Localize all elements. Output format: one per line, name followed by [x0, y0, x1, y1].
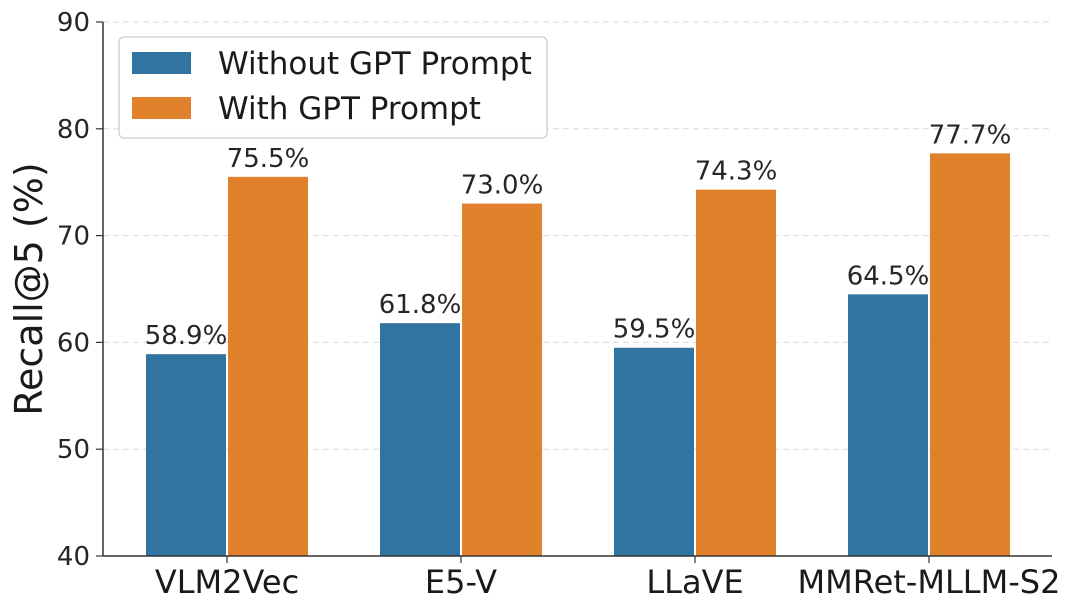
legend-swatch-without-gpt [132, 52, 191, 74]
y-tick-label: 40 [57, 542, 90, 572]
legend-frame [118, 36, 548, 139]
x-tick-label: E5-V [425, 563, 497, 601]
y-axis-title: Recall@5 (%) [7, 162, 51, 415]
y-tick-label: 90 [57, 8, 90, 38]
legend-label-with-gpt: With GPT Prompt [218, 91, 481, 127]
value-labels: 58.9% 75.5% 61.8% 73.0% 59.5% 74.3% 64.5% 77.7% [145, 120, 1012, 351]
bars [146, 153, 1010, 557]
value-label: 61.8% [379, 290, 462, 320]
legend-swatch-with-gpt [132, 97, 191, 119]
value-label: 58.9% [145, 321, 228, 351]
y-tick-label: 80 [57, 115, 90, 145]
bar-without-gpt-mmret-mllm-s2 [848, 294, 928, 556]
y-tick-label: 50 [57, 435, 90, 465]
bar-without-gpt-e5-v [380, 323, 460, 556]
value-label: 77.7% [929, 120, 1012, 150]
legend-label-without-gpt: Without GPT Prompt [218, 46, 532, 82]
value-label: 75.5% [227, 144, 310, 174]
x-tick-labels: VLM2Vec E5-V LLaVE MMRet-MLLM-S2 [155, 556, 1061, 601]
bar-with-gpt-e5-v [462, 203, 542, 556]
x-tick-label: MMRet-MLLM-S2 [798, 563, 1061, 601]
axes [102, 22, 1052, 557]
value-label: 74.3% [695, 157, 778, 187]
bar-without-gpt-llave [614, 347, 694, 556]
value-label: 64.5% [847, 261, 930, 291]
y-tick-label: 70 [57, 222, 90, 252]
x-tick-label: VLM2Vec [155, 563, 299, 601]
legend: Without GPT Prompt With GPT Prompt [118, 36, 548, 139]
bar-without-gpt-vlm2vec [146, 354, 226, 556]
y-tick-labels: 40 50 60 70 80 90 [57, 8, 103, 572]
value-label: 73.0% [461, 171, 544, 201]
bar-with-gpt-llave [696, 189, 776, 556]
bar-with-gpt-vlm2vec [228, 176, 308, 557]
value-label: 59.5% [613, 315, 696, 345]
y-tick-label: 60 [57, 328, 90, 358]
x-tick-label: LLaVE [646, 563, 743, 601]
bar-with-gpt-mmret-mllm-s2 [930, 153, 1010, 556]
